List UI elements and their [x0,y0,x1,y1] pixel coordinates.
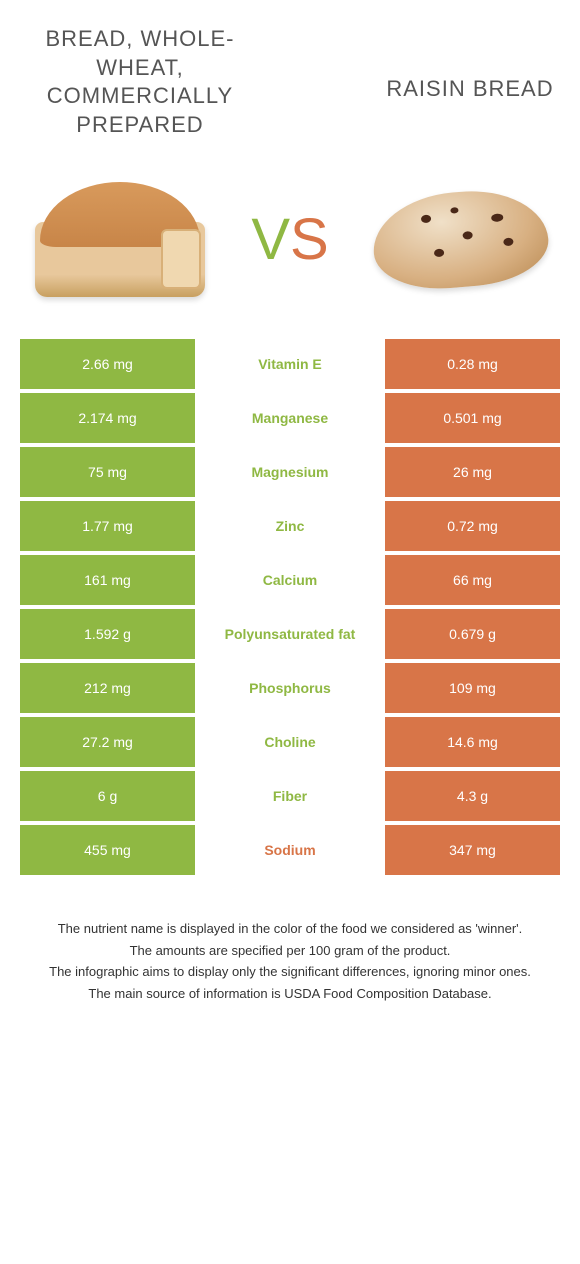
table-row: 1.77 mgZinc0.72 mg [20,501,560,551]
footer-line: The infographic aims to display only the… [30,962,550,982]
cell-right-value: 0.28 mg [385,339,560,389]
bread-whole-wheat-image [20,169,220,309]
table-row: 75 mgMagnesium26 mg [20,447,560,497]
cell-left-value: 161 mg [20,555,195,605]
cell-right-value: 0.72 mg [385,501,560,551]
footer-line: The nutrient name is displayed in the co… [30,919,550,939]
raisin-bread-image [360,169,560,309]
title-left: Bread, whole-wheat, commercially prepare… [20,25,260,139]
cell-nutrient-name: Polyunsaturated fat [195,609,385,659]
table-row: 212 mgPhosphorus109 mg [20,663,560,713]
table-row: 161 mgCalcium66 mg [20,555,560,605]
cell-nutrient-name: Vitamin E [195,339,385,389]
images-row: VS [0,149,580,339]
cell-left-value: 1.77 mg [20,501,195,551]
table-row: 2.66 mgVitamin E0.28 mg [20,339,560,389]
table-row: 1.592 gPolyunsaturated fat0.679 g [20,609,560,659]
cell-nutrient-name: Zinc [195,501,385,551]
cell-nutrient-name: Sodium [195,825,385,875]
vs-s: S [290,207,329,272]
cell-left-value: 1.592 g [20,609,195,659]
cell-nutrient-name: Manganese [195,393,385,443]
comparison-table: 2.66 mgVitamin E0.28 mg2.174 mgManganese… [0,339,580,875]
cell-right-value: 0.679 g [385,609,560,659]
cell-right-value: 66 mg [385,555,560,605]
cell-left-value: 455 mg [20,825,195,875]
cell-nutrient-name: Phosphorus [195,663,385,713]
cell-left-value: 6 g [20,771,195,821]
cell-right-value: 0.501 mg [385,393,560,443]
table-row: 2.174 mgManganese0.501 mg [20,393,560,443]
cell-nutrient-name: Calcium [195,555,385,605]
cell-left-value: 2.66 mg [20,339,195,389]
cell-right-value: 14.6 mg [385,717,560,767]
footer-notes: The nutrient name is displayed in the co… [0,879,580,1025]
footer-line: The amounts are specified per 100 gram o… [30,941,550,961]
cell-nutrient-name: Fiber [195,771,385,821]
vs-label: VS [251,206,328,273]
table-row: 27.2 mgCholine14.6 mg [20,717,560,767]
title-right: Raisin Bread [380,75,560,139]
cell-left-value: 75 mg [20,447,195,497]
header: Bread, whole-wheat, commercially prepare… [0,0,580,149]
vs-v: V [251,207,290,272]
footer-line: The main source of information is USDA F… [30,984,550,1004]
cell-right-value: 26 mg [385,447,560,497]
cell-right-value: 109 mg [385,663,560,713]
cell-nutrient-name: Choline [195,717,385,767]
cell-right-value: 347 mg [385,825,560,875]
table-row: 6 gFiber4.3 g [20,771,560,821]
table-row: 455 mgSodium347 mg [20,825,560,875]
cell-left-value: 27.2 mg [20,717,195,767]
cell-left-value: 2.174 mg [20,393,195,443]
cell-nutrient-name: Magnesium [195,447,385,497]
cell-right-value: 4.3 g [385,771,560,821]
cell-left-value: 212 mg [20,663,195,713]
